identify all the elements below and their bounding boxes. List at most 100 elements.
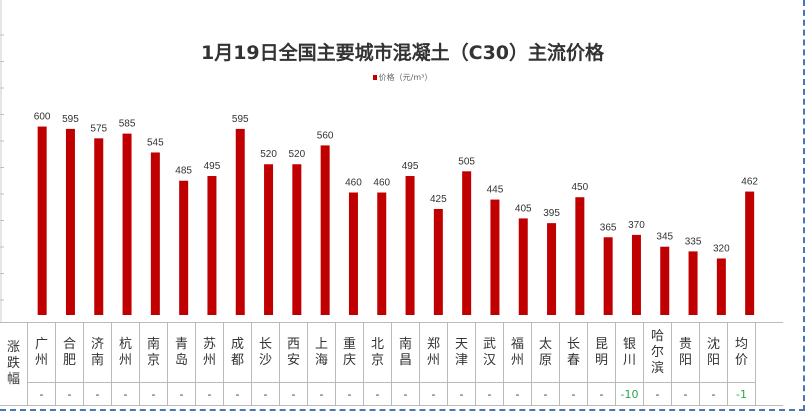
change-value: - — [531, 382, 560, 406]
city-header: 均价 — [727, 322, 756, 383]
data-label: 335 — [685, 236, 702, 247]
bar — [433, 209, 443, 315]
city-header: 银川 — [615, 322, 644, 383]
change-value: - — [671, 382, 700, 406]
city-header: 青岛 — [167, 322, 196, 383]
empty-cell — [755, 322, 783, 406]
city-header: 武汉 — [475, 322, 504, 383]
city-header: 哈尔滨 — [643, 322, 672, 383]
data-label: 575 — [90, 123, 107, 134]
bar — [348, 192, 358, 315]
bar — [264, 164, 274, 315]
bar — [575, 197, 585, 315]
row-label-text: 涨跌幅 — [6, 340, 20, 387]
data-label: 485 — [175, 166, 192, 177]
change-value: - — [363, 382, 392, 406]
city-header: 济南 — [83, 322, 112, 383]
bar — [631, 234, 641, 315]
bar — [94, 138, 104, 315]
bar — [547, 223, 557, 315]
bar — [179, 180, 189, 315]
change-value: - — [475, 382, 504, 406]
change-value: - — [699, 382, 728, 406]
change-value: - — [419, 382, 448, 406]
data-label: 585 — [119, 119, 136, 130]
bar — [745, 191, 755, 315]
legend: 价格（元/m³） — [0, 72, 805, 83]
bar-chart: 600 595 575 585 545 485 495 595 520 520 560 460 460 4… — [0, 0, 758, 322]
change-value: -10 — [615, 382, 644, 406]
city-header: 上海 — [307, 322, 336, 383]
change-value: - — [335, 382, 364, 406]
city-header: 广州 — [27, 322, 56, 383]
change-value: - — [587, 382, 616, 406]
change-value: - — [139, 382, 168, 406]
row-label: 涨跌幅 — [0, 322, 28, 406]
change-value: - — [55, 382, 84, 406]
data-label: 520 — [289, 149, 306, 160]
bar — [292, 164, 302, 315]
bar — [405, 176, 415, 315]
city-header: 成都 — [223, 322, 252, 383]
data-label: 460 — [373, 178, 390, 189]
data-label: 462 — [741, 177, 758, 188]
change-value: - — [83, 382, 112, 406]
change-value: - — [279, 382, 308, 406]
bar — [207, 176, 217, 315]
data-label: 365 — [600, 222, 617, 233]
data-label: 405 — [515, 203, 532, 214]
data-label: 600 — [34, 112, 51, 123]
bar — [150, 152, 160, 315]
city-header: 郑州 — [419, 322, 448, 383]
data-label: 445 — [487, 185, 504, 196]
city-header: 太原 — [531, 322, 560, 383]
bar — [603, 237, 613, 315]
bar — [518, 218, 528, 315]
data-label: 505 — [458, 156, 475, 167]
change-value: - — [307, 382, 336, 406]
legend-swatch — [372, 75, 377, 80]
city-header: 天津 — [447, 322, 476, 383]
data-label: 320 — [713, 243, 730, 254]
bar — [65, 128, 75, 315]
data-label: 425 — [430, 194, 447, 205]
data-label: 595 — [62, 114, 79, 125]
data-label: 560 — [317, 130, 334, 141]
change-value: - — [111, 382, 140, 406]
data-label: 495 — [402, 161, 419, 172]
city-header: 昆明 — [587, 322, 616, 383]
border-right — [803, 0, 805, 411]
bar — [716, 258, 726, 315]
city-header: 长沙 — [251, 322, 280, 383]
city-header: 合肥 — [55, 322, 84, 383]
bar — [235, 128, 245, 315]
change-value: - — [643, 382, 672, 406]
change-value: - — [167, 382, 196, 406]
chart-title: 1月19日全国主要城市混凝土（C30）主流价格 — [200, 42, 605, 64]
legend-label: 价格（元/m³） — [378, 73, 433, 82]
data-label: 520 — [260, 149, 277, 160]
bar — [660, 246, 670, 315]
bar — [37, 126, 47, 315]
change-value: - — [559, 382, 588, 406]
change-value: - — [503, 382, 532, 406]
bar — [490, 199, 500, 315]
city-header: 西安 — [279, 322, 308, 383]
city-header: 苏州 — [195, 322, 224, 383]
data-label: 595 — [232, 114, 249, 125]
bar — [462, 171, 472, 315]
data-label: 495 — [204, 161, 221, 172]
data-label: 370 — [628, 220, 645, 231]
bar — [377, 192, 387, 315]
change-value: - — [223, 382, 252, 406]
data-label: 345 — [656, 232, 673, 243]
data-label: 395 — [543, 208, 560, 219]
data-label: 460 — [345, 178, 362, 189]
city-header: 重庆 — [335, 322, 364, 383]
change-value: - — [251, 382, 280, 406]
change-value: - — [27, 382, 56, 406]
city-header: 沈阳 — [699, 322, 728, 383]
bar — [688, 251, 698, 315]
city-header: 南京 — [139, 322, 168, 383]
